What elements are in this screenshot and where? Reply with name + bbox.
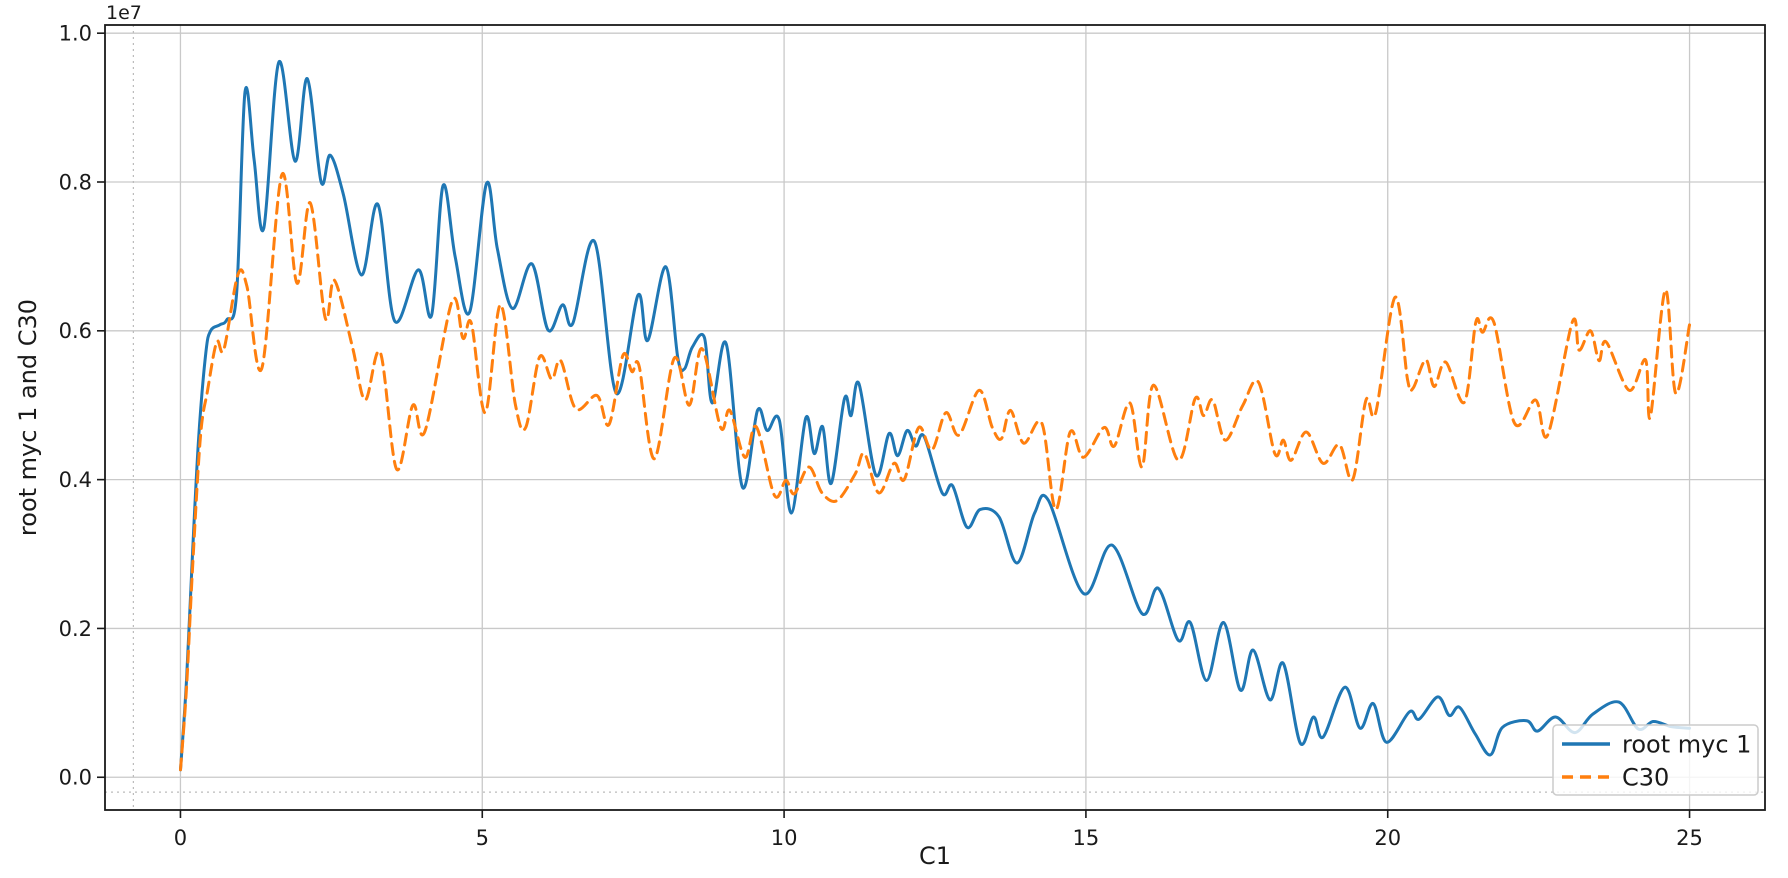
legend-label: root myc 1 <box>1622 730 1751 758</box>
y-tick-label: 0.4 <box>59 468 92 492</box>
y-tick-label: 0.8 <box>59 170 92 194</box>
y-tick-label: 1.0 <box>59 22 92 46</box>
y-axis-offset-text: 1e7 <box>106 2 142 24</box>
axes-frame <box>104 24 1766 811</box>
series-line-root-myc-1 <box>179 60 1691 772</box>
x-tick-label: 5 <box>476 826 489 850</box>
series-line-c30 <box>179 172 1691 772</box>
x-tick-label: 25 <box>1676 826 1703 850</box>
legend-label: C30 <box>1622 763 1669 791</box>
y-tick-label: 0.0 <box>59 766 92 790</box>
x-tick-label: 15 <box>1073 826 1100 850</box>
y-tick-label: 0.6 <box>59 319 92 343</box>
y-axis-label: root myc 1 and C30 <box>14 299 42 536</box>
x-tick-label: 20 <box>1374 826 1401 850</box>
y-tick-label: 0.2 <box>59 617 92 641</box>
x-tick-label: 0 <box>174 826 187 850</box>
x-tick-label: 10 <box>771 826 798 850</box>
x-axis-label: C1 <box>919 842 951 870</box>
